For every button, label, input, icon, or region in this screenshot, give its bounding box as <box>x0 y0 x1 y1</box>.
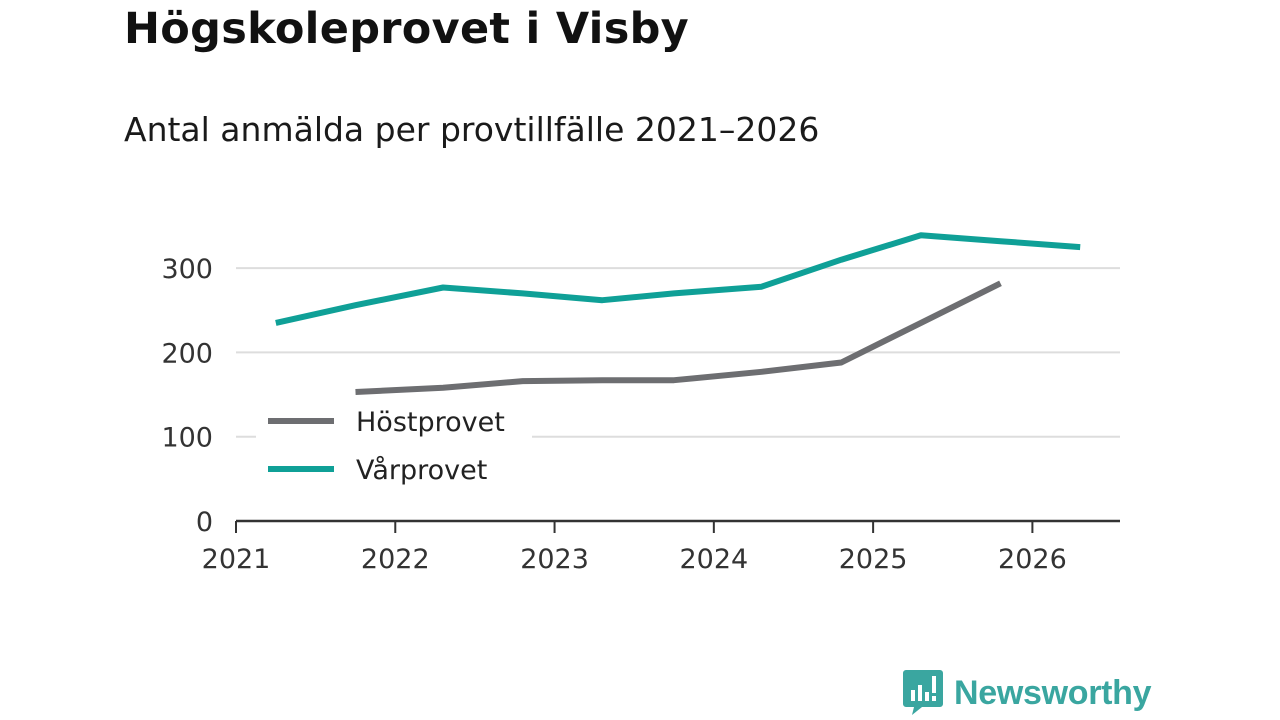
x-tick-label-2023: 2023 <box>520 544 589 575</box>
y-tick-label-0: 0 <box>196 507 213 538</box>
legend-label-hostprovet: Höstprovet <box>356 407 505 438</box>
bar-chart-speech-bubble-icon <box>902 666 944 720</box>
x-tick-label-2025: 2025 <box>839 544 908 575</box>
chart-title: Högskoleprovet i Visby <box>124 4 690 54</box>
y-tick-label-100: 100 <box>161 423 213 454</box>
x-tick-label-2021: 2021 <box>202 544 271 575</box>
y-tick-label-200: 200 <box>161 338 213 369</box>
series-line-varprovet <box>275 232 1081 326</box>
legend-label-varprovet: Vårprovet <box>356 455 487 486</box>
brand-name: Newsworthy <box>954 673 1152 712</box>
legend-background <box>256 400 532 496</box>
y-tick-label-300: 300 <box>161 254 213 285</box>
x-tick-label-2022: 2022 <box>361 544 430 575</box>
chart-subtitle: Antal anmälda per provtillfälle 2021–202… <box>124 110 820 149</box>
series-line-hostprovet <box>355 280 1002 395</box>
x-tick-label-2024: 2024 <box>679 544 748 575</box>
x-tick-label-2026: 2026 <box>998 544 1067 575</box>
newsworthy-logo: Newsworthy <box>902 666 1152 720</box>
